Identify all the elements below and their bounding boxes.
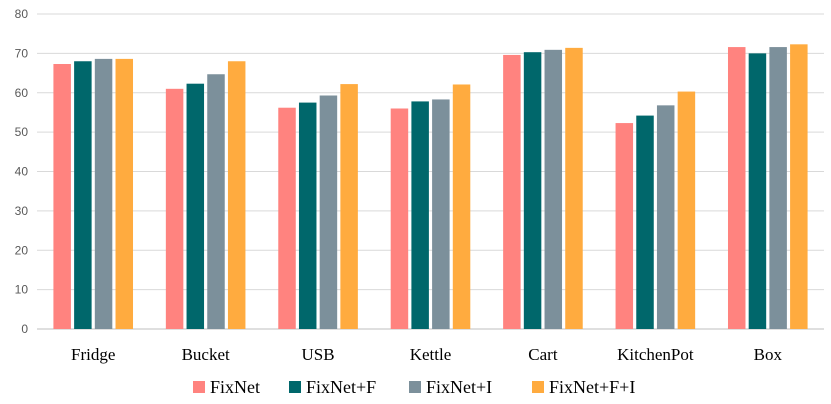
x-tick-label: KitchenPot (617, 345, 694, 364)
x-tick-label: Cart (528, 345, 558, 364)
y-tick-label: 70 (15, 46, 29, 60)
grid-lines (37, 13, 824, 330)
legend-label: FixNet+F (306, 377, 376, 397)
legend-label: FixNet+I (426, 377, 492, 397)
y-axis-ticks: 0 10 20 30 40 50 60 70 80 (15, 7, 29, 336)
bar-fixnet-plus-f (74, 61, 92, 329)
bar-fixnet-plus-f (636, 115, 654, 330)
bar-fixnet-plus-f-plus-i (677, 91, 696, 329)
legend: FixNet FixNet+F FixNet+I FixNet+F+I (193, 377, 635, 397)
x-tick-label: USB (302, 345, 335, 364)
x-tick-label: Bucket (182, 345, 230, 364)
legend-label: FixNet (210, 377, 260, 397)
legend-swatch (289, 381, 301, 393)
bar-fixnet (503, 54, 521, 329)
y-tick-label: 50 (15, 125, 29, 139)
bar-fixnet-plus-f (748, 53, 767, 329)
bar-fixnet-plus-f (298, 102, 317, 329)
bar-fixnet-plus-i (656, 105, 675, 329)
bar-fixnet-plus-i (769, 47, 787, 329)
bar-fixnet-plus-f (186, 83, 205, 329)
bar-fixnet-plus-i (207, 74, 225, 330)
bar-fixnet-plus-f-plus-i (227, 61, 246, 329)
x-tick-label: Box (754, 345, 783, 364)
bar-fixnet (278, 107, 296, 330)
bar-fixnet-plus-f (411, 101, 429, 329)
y-tick-label: 0 (21, 322, 28, 336)
bar-fixnet (615, 123, 634, 329)
y-tick-label: 10 (15, 283, 29, 297)
y-tick-label: 20 (15, 243, 29, 257)
x-tick-label: Kettle (410, 345, 452, 364)
legend-swatch (193, 381, 205, 393)
bar-fixnet (165, 88, 184, 329)
bar-fixnet-plus-f-plus-i (790, 44, 808, 329)
bar-fixnet (727, 47, 746, 329)
bar-fixnet-plus-f-plus-i (340, 84, 358, 330)
bars (53, 44, 808, 330)
y-tick-label: 60 (15, 86, 29, 100)
x-tick-label: Fridge (71, 345, 115, 364)
legend-swatch (409, 381, 421, 393)
x-axis-categories: Fridge Bucket USB Kettle Cart KitchenPot Box (71, 345, 782, 364)
legend-swatch (532, 381, 544, 393)
bar-fixnet-plus-i (319, 95, 338, 329)
y-tick-label: 30 (15, 204, 29, 218)
bar-fixnet-plus-i (544, 49, 563, 330)
bar-fixnet-plus-f-plus-i (565, 47, 583, 330)
bar-fixnet (390, 108, 409, 329)
bar-fixnet-plus-i (432, 99, 450, 329)
bar-fixnet-plus-i (94, 58, 113, 329)
bar-fixnet-plus-f-plus-i (115, 58, 134, 329)
bar-fixnet-plus-f-plus-i (452, 84, 471, 329)
y-tick-label: 80 (15, 7, 29, 21)
bar-fixnet (53, 64, 71, 329)
bar-fixnet-plus-f (523, 52, 542, 329)
legend-label: FixNet+F+I (549, 377, 635, 397)
y-tick-label: 40 (15, 165, 29, 179)
